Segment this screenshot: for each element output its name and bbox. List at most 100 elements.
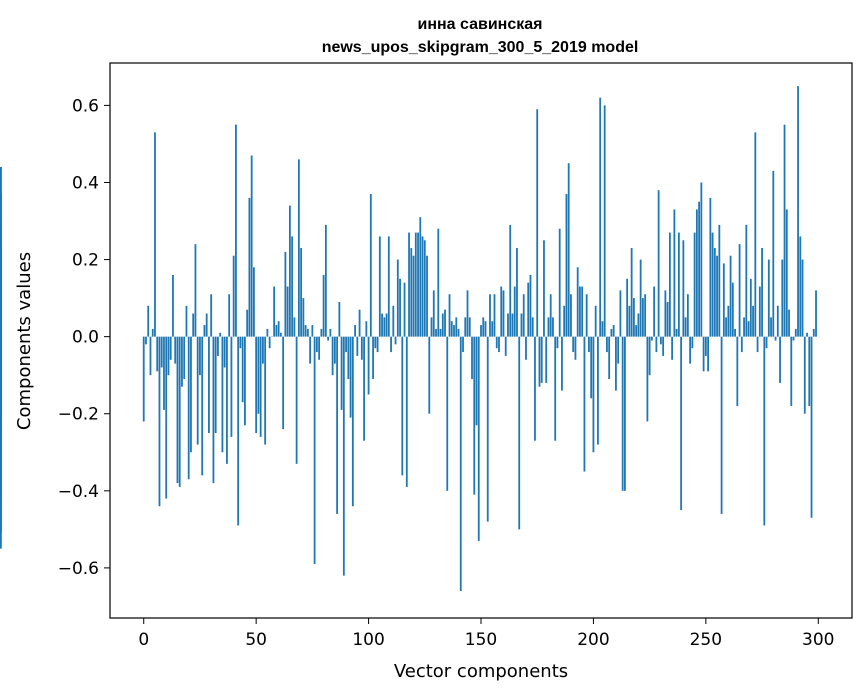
bar-267	[743, 317, 745, 336]
bar-78	[318, 337, 320, 360]
bar-34	[219, 333, 221, 337]
x-tick-label: 50	[245, 630, 267, 650]
bar-281	[775, 337, 777, 341]
bar-273	[757, 337, 759, 352]
bar-147	[473, 337, 475, 495]
bar-257	[721, 337, 723, 514]
bar-275	[761, 248, 763, 337]
bar-121	[415, 233, 417, 337]
bar-269	[748, 321, 750, 336]
bar-219	[635, 325, 637, 337]
bar-283	[779, 337, 781, 383]
bar-87	[338, 302, 340, 337]
bar-248	[700, 182, 702, 336]
bar-80	[323, 275, 325, 337]
bar-14	[174, 337, 176, 364]
bar-111	[392, 306, 394, 337]
bar-122	[417, 233, 419, 337]
bar-167	[518, 337, 520, 530]
bar-260	[727, 306, 729, 337]
bar-266	[741, 337, 743, 352]
bar-158	[498, 337, 500, 352]
bar-15	[177, 337, 179, 483]
bar-83	[329, 329, 331, 337]
bar-89	[343, 337, 345, 576]
x-tick-label: 200	[577, 630, 609, 650]
bar-55	[266, 329, 268, 337]
bar-112	[395, 337, 397, 345]
bar-156	[494, 294, 496, 336]
y-tick-label: 0.2	[72, 251, 99, 271]
bar-262	[732, 283, 734, 337]
bar-47	[249, 198, 251, 337]
bar-140	[458, 329, 460, 337]
bar-229	[658, 190, 660, 336]
bar-169	[523, 294, 525, 336]
bar-252	[709, 198, 711, 337]
bar-9	[163, 337, 165, 410]
bar-170	[525, 337, 527, 360]
bar-69	[298, 159, 300, 336]
bar-214	[624, 337, 626, 491]
bar-35	[222, 337, 224, 453]
bar-29	[208, 337, 210, 433]
bar-104	[377, 337, 379, 352]
bar-163	[509, 225, 511, 337]
bar-209	[613, 325, 615, 337]
bar-152	[485, 321, 487, 336]
bar-37	[226, 337, 228, 464]
bar-103	[374, 337, 376, 349]
bar-132	[440, 329, 442, 337]
bar-134	[444, 310, 446, 337]
bar-10	[165, 337, 167, 499]
x-tick-label: 150	[465, 630, 497, 650]
bar-195	[581, 287, 583, 337]
bar-86	[336, 337, 338, 514]
bar-236	[673, 209, 675, 336]
bar-151	[482, 317, 484, 336]
bars-layer	[0, 86, 817, 591]
bar-277	[766, 337, 768, 349]
bar-205	[604, 105, 606, 336]
bar-247	[698, 202, 700, 337]
bar-49	[253, 267, 255, 336]
bar-82	[327, 337, 329, 341]
bar-75	[311, 325, 313, 337]
bar-290	[795, 329, 797, 337]
bar-237	[676, 329, 678, 337]
bar-175	[536, 109, 538, 336]
bar-203	[599, 98, 601, 337]
bar-63	[284, 252, 286, 337]
bar-291	[797, 86, 799, 337]
bar-25	[199, 337, 201, 376]
bar-246	[696, 209, 698, 336]
bar-279	[770, 317, 772, 336]
y-tick-label: −0.4	[58, 482, 99, 502]
bar-298	[813, 329, 815, 337]
bar-128	[431, 317, 433, 336]
bar-182	[552, 317, 554, 336]
y-tick-label: 0.0	[72, 328, 99, 348]
bar-74	[309, 337, 311, 364]
bar-160	[503, 290, 505, 336]
bar-289	[793, 337, 795, 341]
bar-285	[784, 125, 786, 337]
bar-136	[449, 294, 451, 336]
bar-24	[197, 337, 199, 445]
bar-264	[736, 337, 738, 406]
bar-180	[548, 317, 550, 336]
bar-187	[563, 306, 565, 337]
bar-133	[442, 314, 444, 337]
bar-299	[815, 290, 817, 336]
bar-292	[799, 236, 801, 336]
bar-56	[269, 337, 271, 349]
bar-16	[179, 337, 181, 487]
bar-13	[172, 275, 174, 337]
bar-68	[296, 337, 298, 464]
bar-227	[653, 287, 655, 337]
bar-234	[669, 233, 671, 337]
bar-135	[446, 337, 448, 491]
bar-19	[186, 306, 188, 337]
